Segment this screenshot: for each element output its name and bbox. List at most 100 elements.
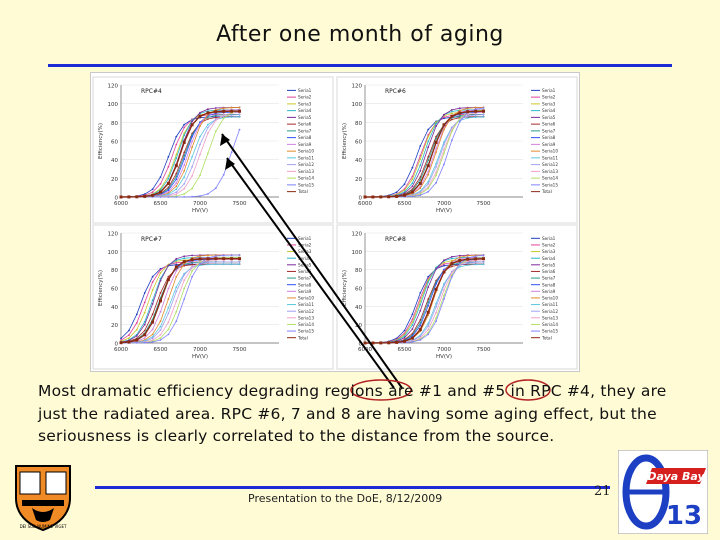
total-series-point [387,195,391,199]
y-tick-label: 80 [355,121,362,127]
series-point [458,114,461,117]
series-point [419,324,422,327]
series-point [167,264,170,267]
series-point [419,300,422,303]
series-point [443,148,445,151]
series-point [230,116,233,118]
series-point [135,335,138,337]
x-tick-label: 7500 [477,201,491,207]
series-point [466,113,469,116]
x-tick-label: 7000 [193,347,207,353]
series-point [159,339,162,341]
series-point [159,337,162,339]
series-point [159,292,162,294]
series-point [222,173,225,176]
series-point [151,191,154,194]
total-series-point [434,140,438,144]
series-point [222,263,225,266]
series-point [167,298,170,300]
legend-entry: Seria2 [542,243,556,248]
total-series-point [206,111,210,115]
series-point [458,266,461,268]
series-point [443,113,445,116]
series-point [167,275,170,278]
legend-entry: Seria9 [542,289,556,294]
legend-entry: Seria11 [298,155,314,160]
series-point [167,287,170,290]
legend-entry: Seria12 [542,309,558,314]
series-point [443,261,445,264]
logo-number: 13 [666,501,702,531]
legend-entry: Seria7 [542,276,556,281]
series-point [175,320,178,323]
y-tick-label: 100 [108,250,119,256]
total-series-point [466,257,470,261]
y-tick-label: 60 [111,287,118,293]
y-tick-label: 80 [355,268,362,274]
y-tick-label: 100 [352,102,363,108]
series-point [183,255,186,258]
series-line [120,114,240,198]
legend-entry: Seria11 [542,155,558,160]
legend-entry: Seria8 [298,282,312,287]
legend-entry: Total [297,189,308,194]
legend-entry: Total [541,189,552,194]
y-tick-label: 120 [108,232,119,238]
legend-entry: Seria6 [542,122,556,127]
series-point [151,337,154,340]
total-series-point [230,109,234,113]
legend-entry: Seria15 [298,182,314,187]
series-point [419,187,422,190]
chart-panel-1: 0 20 40 60 80 100 120 6000 6500 7000 7500 Efficienc… [92,76,334,224]
series-point [443,152,445,155]
series-point [207,116,209,119]
series-point [183,154,186,157]
series-point [175,191,178,194]
series-point [183,158,186,161]
series-point [419,178,422,181]
series-point [167,166,170,168]
series-point [175,270,178,272]
series-point [451,130,453,133]
series-point [175,175,178,178]
series-point [183,257,186,260]
series-point [159,333,162,336]
series-point [238,254,241,256]
series-point [435,174,437,177]
total-series-point [238,257,241,261]
legend-entry: Seria2 [542,95,556,100]
series-point [443,264,445,267]
series-point [222,107,225,110]
legend-entry: Seria10 [542,296,558,301]
legend-entry: Seria14 [298,176,314,181]
legend-entry: Seria15 [298,329,314,334]
series-point [214,187,217,190]
series-point [403,183,406,186]
series-point [403,335,406,338]
series-point [128,337,130,339]
series-point [474,255,477,257]
series-point [191,195,193,198]
series-point [419,176,422,178]
legend-entry: Seria9 [298,289,312,294]
series-point [411,182,414,184]
footer-rule [95,486,610,489]
series-point [183,196,186,198]
total-series-point [222,109,226,113]
series-point [175,259,178,262]
series-point [167,189,170,192]
series-line [121,254,240,344]
series-point [159,310,162,313]
series-point [419,154,422,157]
series-point [443,298,445,300]
series-point [411,313,414,316]
total-series-point [198,257,202,261]
total-series-point [410,336,414,340]
series-point [151,328,154,331]
y-axis-label: Efficiency(%) [342,123,348,159]
x-tick-label: 6500 [154,347,168,353]
series-point [238,115,241,118]
legend-entry: Seria5 [298,262,312,267]
series-point [435,125,437,127]
series-point [199,195,201,197]
